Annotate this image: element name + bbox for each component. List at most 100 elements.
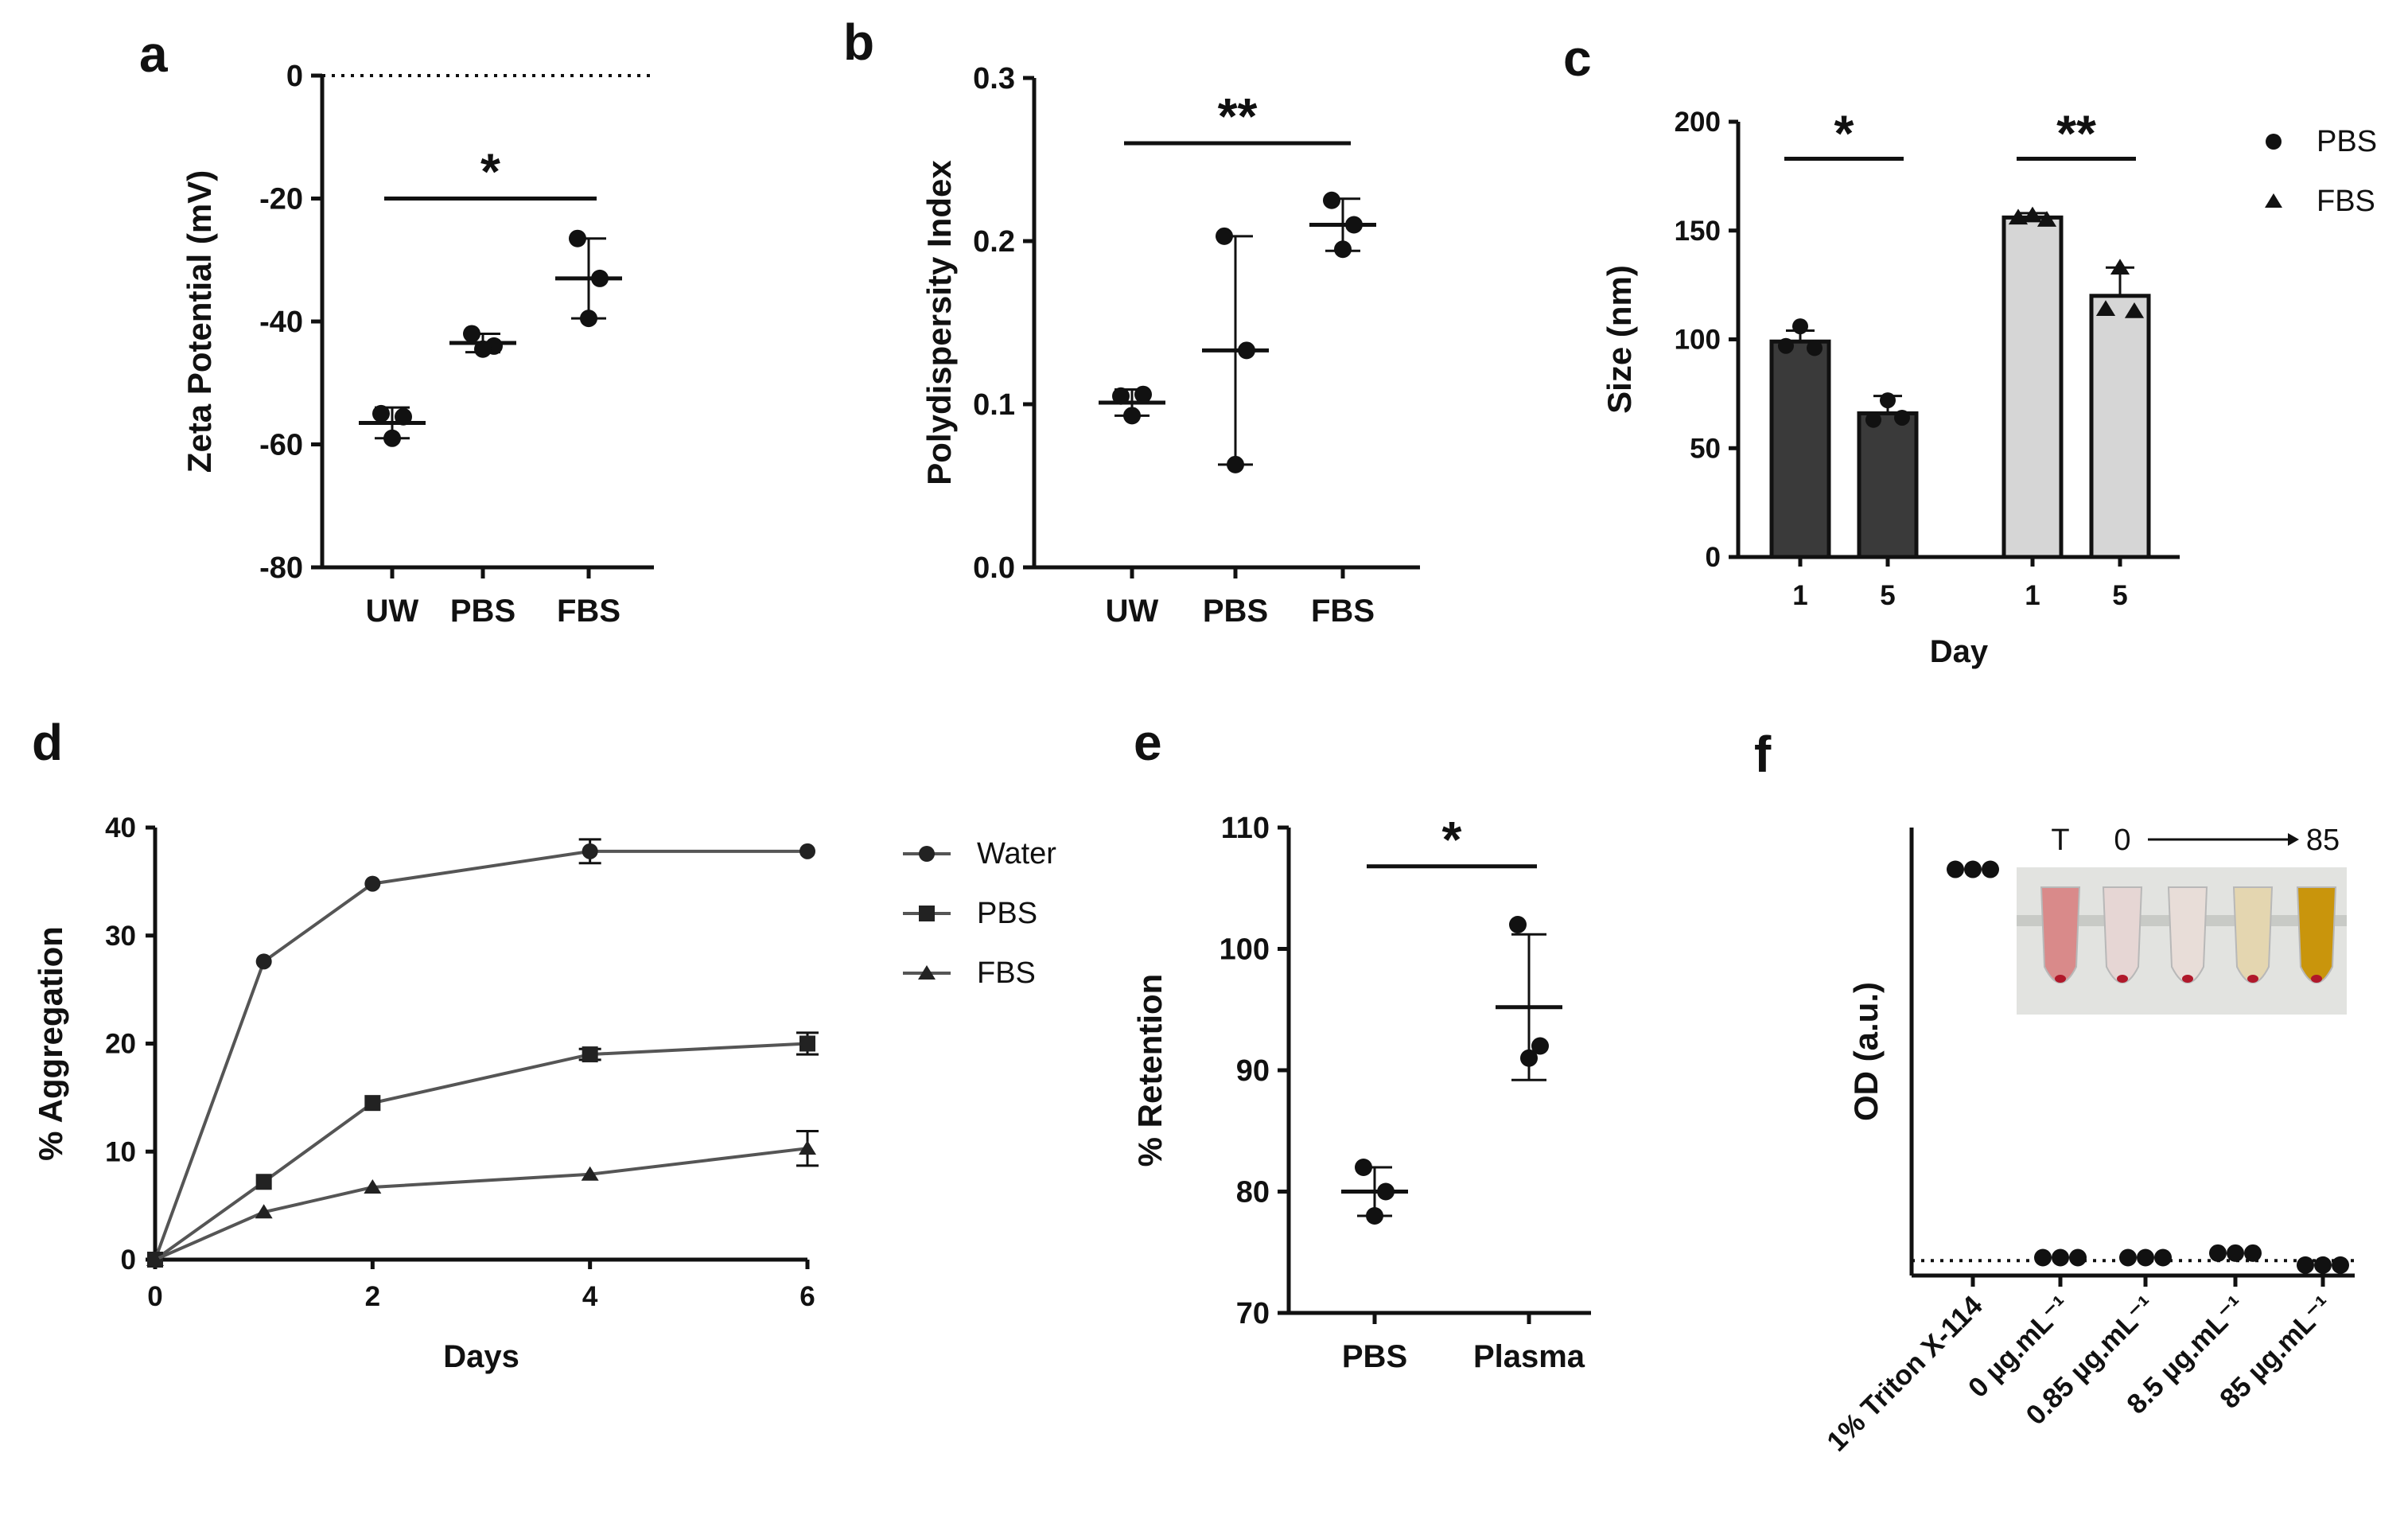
chart-d: 40 30 20 10 00 2 4 6 Days % Aggregation Water PBS FB… (32, 812, 1056, 1374)
x-axis-label: Days (443, 1339, 519, 1374)
y-tick-label: -60 (259, 429, 303, 462)
legend-marker (2266, 134, 2282, 150)
inset-label-start: 0 (2114, 824, 2130, 857)
legend-label: FBS (977, 956, 1036, 990)
data-point (2124, 302, 2145, 318)
data-point (255, 1174, 272, 1190)
significance-label: ** (1218, 88, 1258, 145)
y-tick-label: 70 (1236, 1297, 1270, 1330)
data-point (2119, 1248, 2137, 1267)
legend-marker (918, 965, 936, 980)
panel-label-b: b (843, 14, 874, 71)
y-axis-label: % Retention (1131, 974, 1169, 1167)
data-point (255, 953, 272, 970)
y-axis-label: OD (a.u.) (1847, 982, 1885, 1121)
data-point (2069, 1248, 2087, 1267)
legend-marker (919, 846, 935, 862)
y-tick-label: 0.0 (973, 551, 1015, 585)
data-point (581, 1166, 599, 1181)
data-point (2034, 1248, 2052, 1267)
chart-a: 0 -20 -40 -60 -80 UW PBS FBS * Zeta Potential (mV… (181, 60, 654, 629)
data-point (2227, 1244, 2244, 1262)
data-point (2110, 259, 2130, 275)
data-point (364, 1095, 381, 1112)
significance-label: * (1442, 811, 1462, 868)
x-tick-label: 4 (582, 1281, 598, 1312)
inset-tube (2296, 886, 2337, 984)
inset-tube (2102, 886, 2143, 984)
data-point (799, 843, 815, 859)
data-point (474, 340, 492, 358)
data-point (569, 229, 586, 247)
data-point (1123, 407, 1141, 425)
y-tick-label: 100 (1220, 933, 1270, 967)
data-point (364, 1179, 382, 1194)
inset-tube-pellet (2311, 975, 2322, 983)
legend-marker (919, 906, 935, 921)
series-line (154, 849, 807, 1260)
legend-label: FBS (2317, 185, 2375, 218)
data-point (1112, 387, 1130, 405)
legend-label: Water (977, 837, 1056, 871)
y-tick-label: 0.1 (973, 388, 1015, 422)
data-point (383, 429, 401, 447)
y-tick-label: 150 (1675, 216, 1721, 247)
y-tick-label: 110 (1221, 812, 1270, 845)
x-tick-label: 1 (1792, 580, 1807, 611)
x-tick-label: PBS (1342, 1339, 1407, 1374)
y-tick-label: 0.3 (973, 62, 1015, 95)
x-tick-label: FBS (557, 594, 620, 629)
y-tick-label: -40 (259, 306, 303, 339)
y-tick-label: 100 (1675, 325, 1721, 356)
data-point (799, 1035, 815, 1052)
data-point (2332, 1256, 2349, 1274)
x-tick-label: Plasma (1473, 1339, 1585, 1374)
series-line (154, 1042, 808, 1261)
significance-label: * (1834, 104, 1854, 162)
data-point (2314, 1256, 2332, 1274)
y-tick-label: 80 (1236, 1176, 1270, 1209)
data-point (1964, 860, 1982, 878)
data-point (1134, 385, 1152, 403)
data-point (799, 1140, 816, 1155)
data-point (255, 1204, 273, 1219)
y-axis-label: Size (nm) (1601, 265, 1638, 414)
data-point (1323, 191, 1340, 209)
data-point (1947, 860, 1964, 878)
legend-marker (2265, 193, 2282, 208)
panel-label-f: f (1754, 726, 1772, 783)
significance-label: ** (2056, 104, 2096, 162)
x-tick-label: 1% Triton X-114 (1821, 1290, 1989, 1458)
data-point (1509, 916, 1527, 933)
x-tick-label: PBS (1203, 594, 1268, 629)
y-tick-label: 0 (1706, 542, 1721, 573)
data-point (1894, 409, 1910, 426)
inset-tube-pellet (2247, 975, 2258, 983)
data-point (1865, 411, 1881, 428)
data-point (580, 310, 597, 328)
inset-arrow-head (2288, 833, 2299, 846)
y-tick-label: 0 (286, 60, 303, 93)
y-tick-label: 40 (105, 812, 136, 843)
inset-tube (2167, 886, 2208, 984)
x-tick-label: 1 (2025, 580, 2040, 611)
inset-tube (2232, 886, 2274, 984)
data-point (1355, 1159, 1372, 1176)
y-tick-label: 0 (121, 1244, 136, 1276)
series-line (154, 1147, 808, 1261)
x-tick-label: 0 (147, 1281, 162, 1312)
chart-e: 110 100 90 80 70 PBS Plasma * % Retention (1131, 811, 1591, 1374)
y-axis-label: Polydispersity Index (920, 160, 958, 485)
data-point (1520, 1049, 1538, 1067)
data-point (2137, 1248, 2154, 1267)
data-point (2209, 1244, 2227, 1262)
panel-label-c: c (1563, 29, 1592, 87)
x-axis-label: Day (1930, 634, 1989, 669)
y-tick-label: 200 (1675, 107, 1721, 138)
data-point (2095, 300, 2116, 317)
data-point (2154, 1248, 2172, 1267)
data-point (1778, 337, 1794, 354)
y-tick-label: 10 (105, 1136, 136, 1167)
